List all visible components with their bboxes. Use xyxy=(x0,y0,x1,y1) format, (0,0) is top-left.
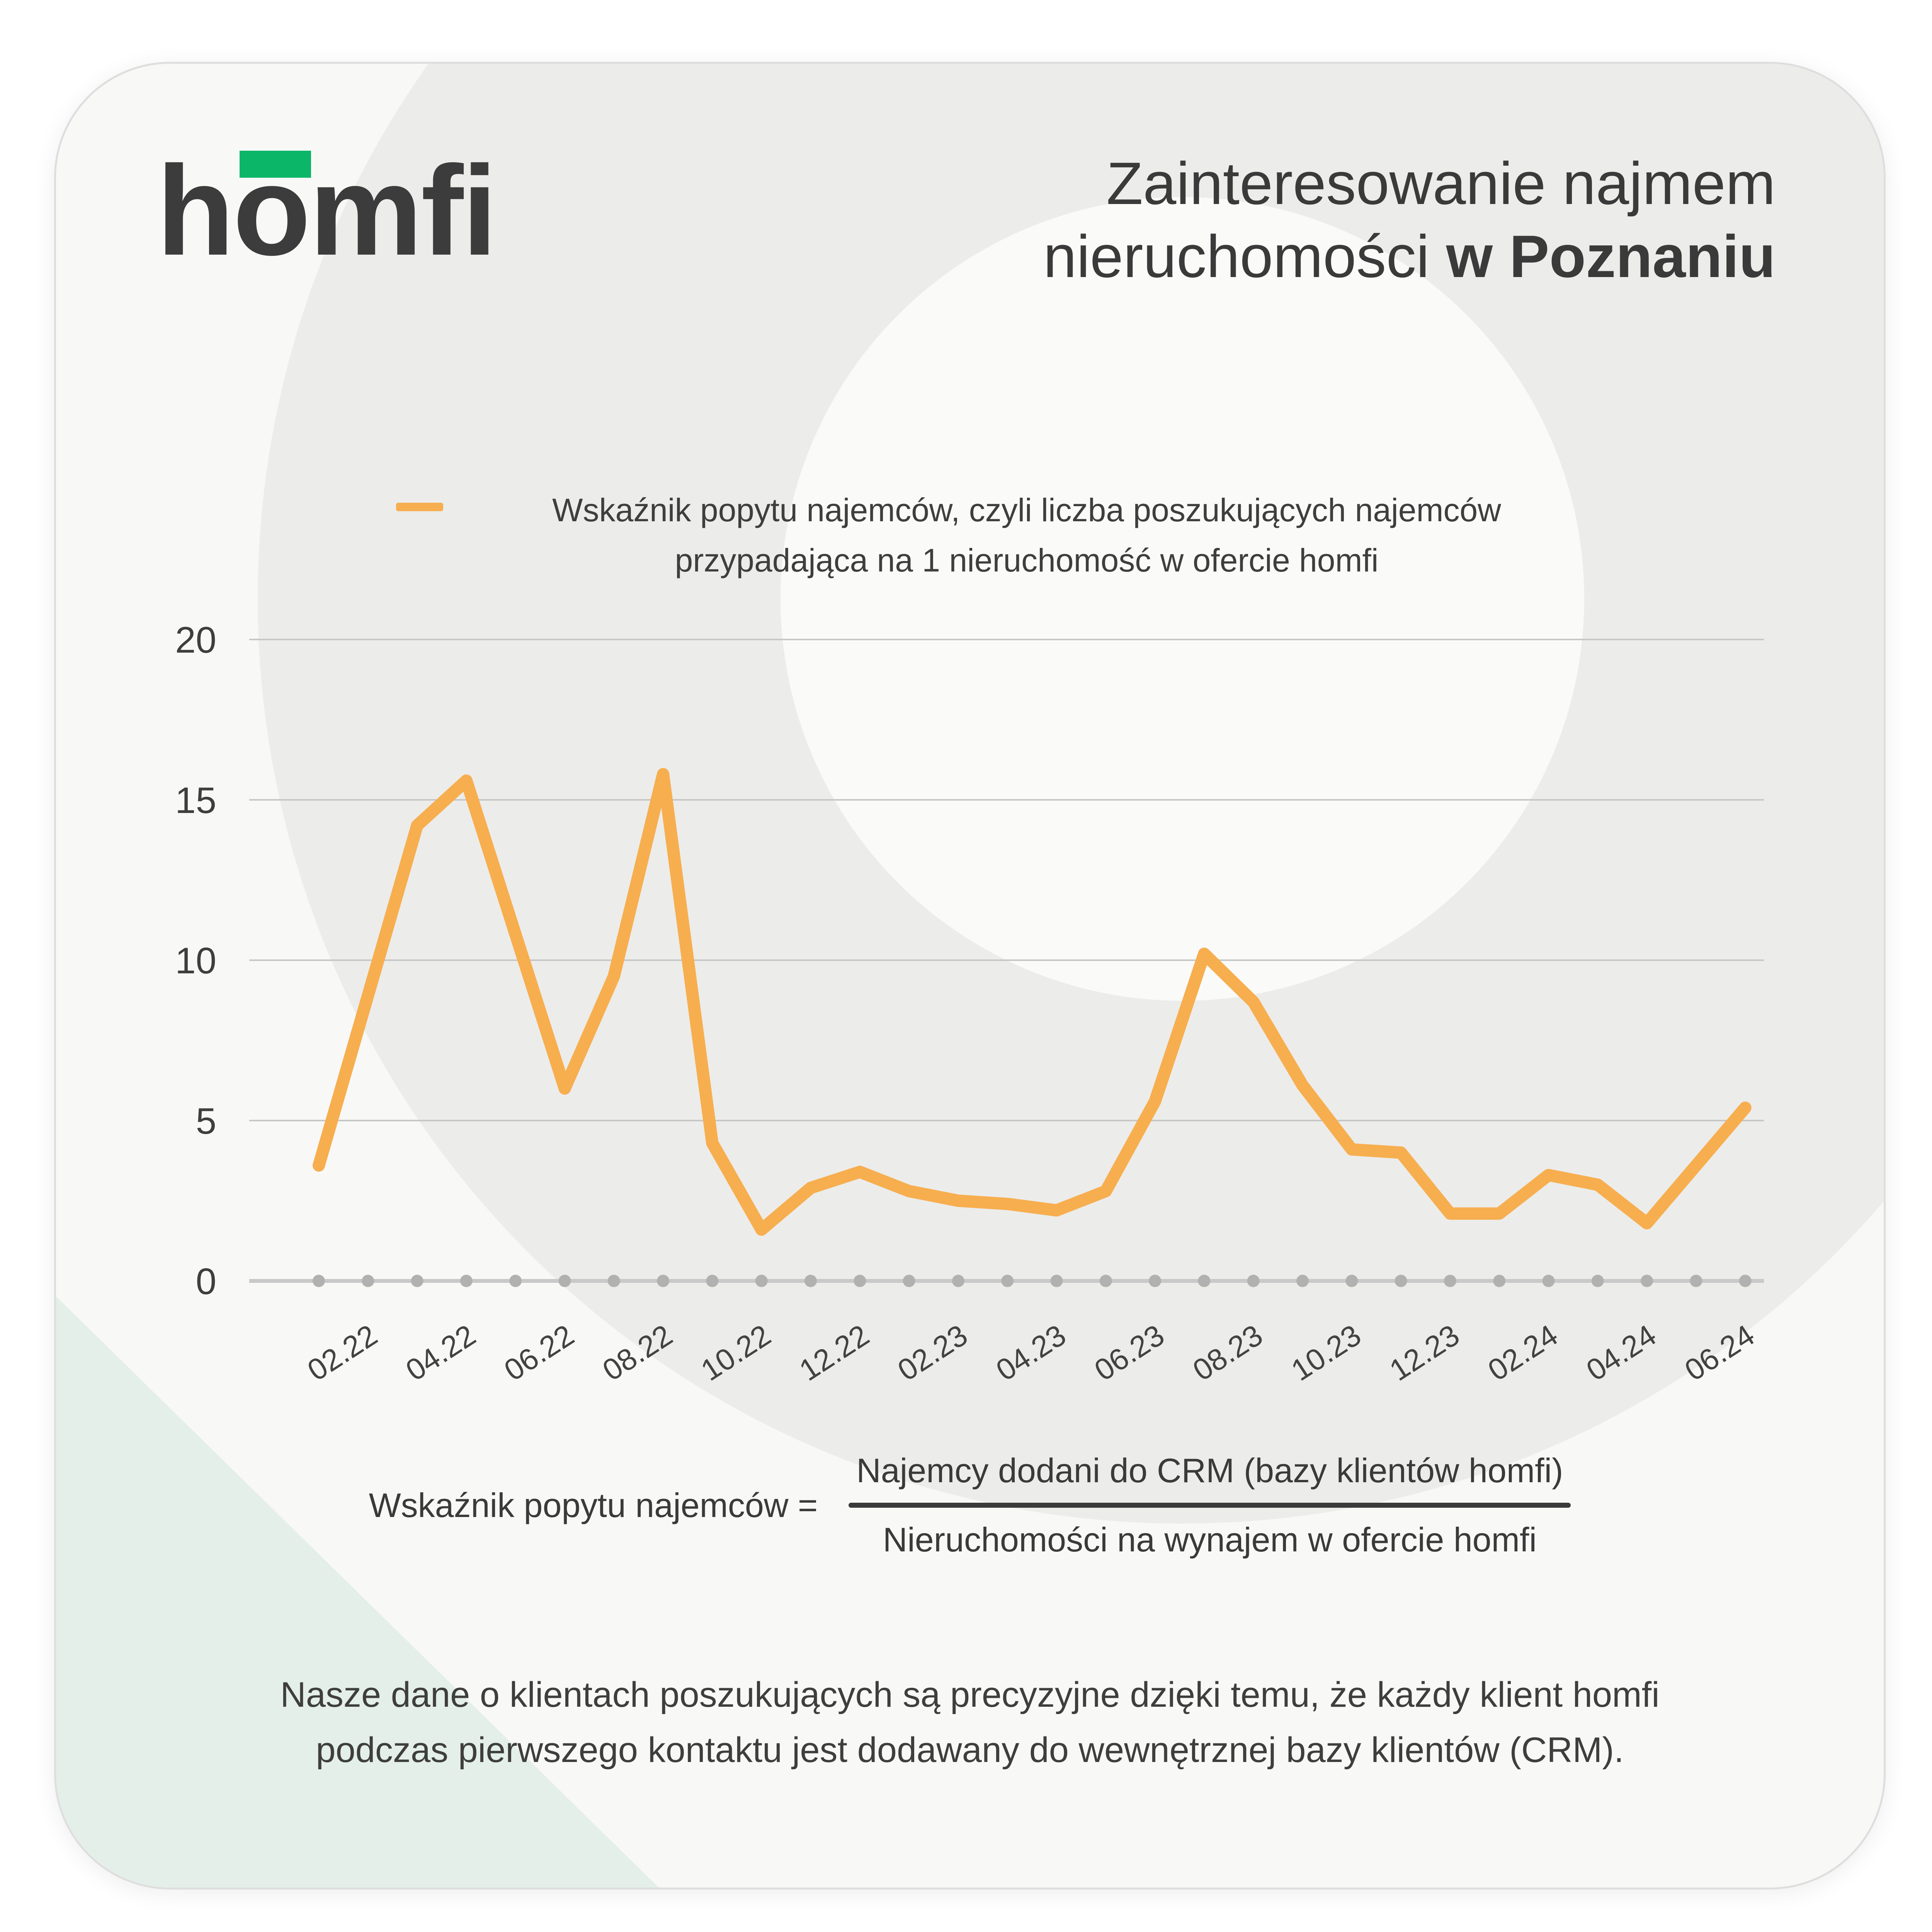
formula-lhs: Wskaźnik popytu najemców = xyxy=(369,1486,818,1524)
x-tick-label: 06.24 xyxy=(1679,1318,1760,1387)
x-tick-label: 10.23 xyxy=(1285,1318,1367,1387)
x-tick-label: 06.22 xyxy=(498,1318,580,1387)
x-tick-label: 06.23 xyxy=(1088,1318,1170,1387)
axis-month-dot xyxy=(558,1275,571,1287)
page-title: Zainteresowanie najmem nieruchomości w P… xyxy=(1043,147,1776,293)
axis-month-dot xyxy=(706,1275,719,1287)
x-tick-label: 08.22 xyxy=(597,1318,679,1387)
axis-month-dot xyxy=(854,1275,866,1287)
axis-month-dot xyxy=(1739,1275,1752,1287)
axis-month-dot xyxy=(411,1275,423,1287)
formula-fraction: Najemcy dodani do CRM (bazy klientów hom… xyxy=(849,1451,1571,1560)
title-line1: Zainteresowanie najmem xyxy=(1106,150,1776,217)
x-tick-label: 02.23 xyxy=(892,1318,974,1387)
formula-numerator: Najemcy dodani do CRM (bazy klientów hom… xyxy=(856,1451,1563,1490)
footnote-line2: podczas pierwszego kontaktu jest dodawan… xyxy=(316,1730,1624,1770)
demand-index-line xyxy=(313,768,1752,1236)
axis-month-dot xyxy=(657,1275,670,1287)
legend-line-swatch-icon xyxy=(396,503,443,511)
x-tick-label: 02.24 xyxy=(1482,1318,1564,1387)
footnote: Nasze dane o klientach poszukujących są … xyxy=(56,1667,1884,1777)
axis-month-dot xyxy=(1001,1275,1014,1287)
background-ring-inner xyxy=(781,197,1584,1001)
axis-month-dot xyxy=(1099,1275,1112,1287)
indicator-formula: Wskaźnik popytu najemców = Najemcy dodan… xyxy=(56,1451,1884,1560)
homfi-logo: homfi xyxy=(156,147,582,309)
axis-month-dot xyxy=(1641,1275,1653,1287)
axis-month-dot xyxy=(1247,1275,1260,1287)
axis-month-dot xyxy=(1395,1275,1407,1287)
axis-month-dot xyxy=(1050,1275,1063,1287)
axis-month-dot xyxy=(804,1275,817,1287)
axis-month-dot xyxy=(952,1275,964,1287)
legend-label-line2: przypadająca na 1 nieruchomość w ofercie… xyxy=(675,542,1379,579)
legend-label-line1: Wskaźnik popytu najemców, czyli liczba p… xyxy=(552,492,1501,528)
x-tick-label: 12.22 xyxy=(793,1318,875,1387)
x-tick-label: 02.22 xyxy=(301,1318,383,1387)
axis-month-dot xyxy=(903,1275,915,1287)
axis-month-dot xyxy=(362,1275,374,1287)
y-tick-label: 20 xyxy=(175,619,216,661)
axis-month-dot xyxy=(1345,1275,1358,1287)
logo-text: homfi xyxy=(156,139,497,282)
title-line2-regular: nieruchomości xyxy=(1043,223,1446,290)
y-tick-label: 5 xyxy=(196,1100,216,1142)
x-tick-label: 08.23 xyxy=(1187,1318,1269,1387)
chart-legend: Wskaźnik popytu najemców, czyli liczba p… xyxy=(396,485,1564,585)
axis-month-dot xyxy=(1591,1275,1604,1287)
axis-month-dot xyxy=(755,1275,768,1287)
title-line2: nieruchomości w Poznaniu xyxy=(1043,220,1776,293)
title-line2-bold: w Poznaniu xyxy=(1446,223,1776,290)
y-tick-label: 15 xyxy=(175,780,216,821)
x-tick-label: 10.22 xyxy=(695,1318,777,1387)
axis-month-dot xyxy=(1296,1275,1309,1287)
axis-month-dot xyxy=(1444,1275,1456,1287)
axis-month-dot xyxy=(460,1275,473,1287)
axis-month-dot xyxy=(1690,1275,1702,1287)
x-tick-label: 04.24 xyxy=(1580,1318,1662,1387)
axis-month-dot xyxy=(1493,1275,1506,1287)
logo-green-bar-icon xyxy=(240,151,311,178)
formula-denominator: Nieruchomości na wynajem w ofercie homfi xyxy=(883,1520,1537,1559)
y-tick-label: 0 xyxy=(196,1261,216,1302)
axis-month-dot xyxy=(1198,1275,1211,1287)
x-tick-label: 04.22 xyxy=(400,1318,482,1387)
axis-month-dot xyxy=(509,1275,522,1287)
footnote-line1: Nasze dane o klientach poszukujących są … xyxy=(280,1675,1660,1714)
infographic-card: 0 5 10 15 20 02.22 04.22 06.22 08.22 10.22 12.22 02… xyxy=(54,62,1886,1889)
legend-label: Wskaźnik popytu najemców, czyli liczba p… xyxy=(490,485,1564,585)
axis-month-dot xyxy=(313,1275,325,1287)
y-tick-label: 10 xyxy=(175,940,216,981)
x-tick-label: 12.23 xyxy=(1384,1318,1466,1387)
x-tick-label: 04.23 xyxy=(990,1318,1072,1387)
fraction-bar xyxy=(849,1503,1571,1508)
axis-month-dot xyxy=(607,1275,620,1287)
axis-month-dot xyxy=(1149,1275,1162,1287)
axis-month-dot xyxy=(1542,1275,1555,1287)
